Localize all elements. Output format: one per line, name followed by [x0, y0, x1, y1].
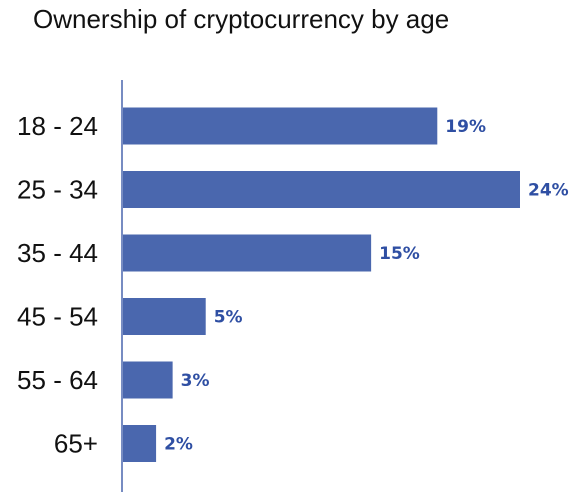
data-label-5: 2%: [164, 435, 193, 455]
category-label-3: 45 - 54: [17, 302, 98, 332]
data-label-1: 24%: [528, 181, 569, 201]
data-label-0: 19%: [445, 117, 486, 137]
category-label-5: 65+: [54, 429, 98, 459]
category-label-1: 25 - 34: [17, 175, 98, 205]
bar-5: [123, 425, 157, 462]
chart-title: Ownership of cryptocurrency by age: [33, 4, 449, 34]
bar-4: [123, 361, 173, 399]
data-label-3: 5%: [214, 308, 243, 328]
bar-0: [123, 107, 438, 145]
data-label-2: 15%: [379, 244, 420, 264]
data-label-4: 3%: [181, 371, 210, 391]
category-label-0: 18 - 24: [17, 111, 98, 141]
bar-1: [123, 171, 520, 208]
category-label-2: 35 - 44: [17, 238, 98, 268]
bar-3: [123, 298, 206, 335]
bars-group: 18 - 24 19% 25 - 34 24% 35 - 44 15% 45 - 54 5% 5…: [17, 107, 569, 462]
bar-2: [123, 234, 372, 272]
category-label-4: 55 - 64: [17, 365, 98, 395]
